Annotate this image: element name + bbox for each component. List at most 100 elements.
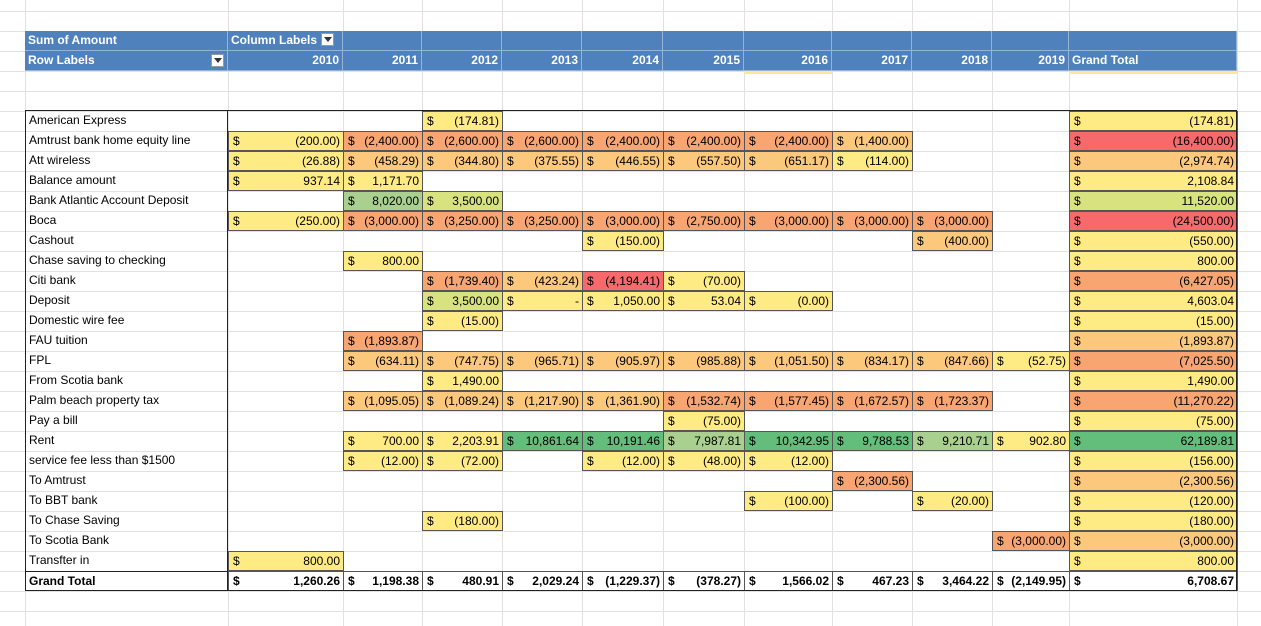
- value-cell[interactable]: [912, 511, 993, 531]
- value-cell[interactable]: $ (2,400.00): [744, 131, 833, 151]
- row-total-cell[interactable]: $ (156.00): [1069, 451, 1238, 471]
- value-cell[interactable]: [744, 191, 833, 211]
- value-cell[interactable]: [228, 391, 344, 411]
- value-cell[interactable]: [228, 491, 344, 511]
- value-cell[interactable]: $ (747.75): [422, 351, 503, 371]
- value-cell[interactable]: $ (834.17): [832, 351, 913, 371]
- value-cell[interactable]: [912, 331, 993, 351]
- value-cell[interactable]: [502, 111, 583, 131]
- value-cell[interactable]: [663, 471, 745, 491]
- value-cell[interactable]: [663, 491, 745, 511]
- value-cell[interactable]: $7,987.81: [663, 431, 745, 451]
- value-cell[interactable]: $ (1,672.57): [832, 391, 913, 411]
- value-cell[interactable]: $ -: [502, 291, 583, 311]
- value-cell[interactable]: $1,050.00: [582, 291, 664, 311]
- row-total-cell[interactable]: $ (2,974.74): [1069, 151, 1238, 171]
- value-cell[interactable]: $ (2,600.00): [422, 131, 503, 151]
- value-cell[interactable]: [912, 171, 993, 191]
- value-cell[interactable]: [744, 231, 833, 251]
- grand-total-value-cell[interactable]: $1,198.38: [343, 571, 423, 591]
- value-cell[interactable]: [582, 171, 664, 191]
- row-label[interactable]: Citi bank: [25, 271, 228, 291]
- row-label[interactable]: Att wireless: [25, 151, 228, 171]
- value-cell[interactable]: [502, 551, 583, 571]
- value-cell[interactable]: [912, 311, 993, 331]
- value-cell[interactable]: [502, 531, 583, 551]
- value-cell[interactable]: $ (15.00): [422, 311, 503, 331]
- value-cell[interactable]: [502, 451, 583, 471]
- grand-total-value-cell[interactable]: $ (378.27): [663, 571, 745, 591]
- grand-total-cell[interactable]: $6,708.67: [1069, 571, 1238, 591]
- value-cell[interactable]: [663, 111, 745, 131]
- value-cell[interactable]: [832, 251, 913, 271]
- value-cell[interactable]: [832, 371, 913, 391]
- row-total-cell[interactable]: $ (11,270.22): [1069, 391, 1238, 411]
- value-cell[interactable]: [502, 411, 583, 431]
- value-cell[interactable]: $ (1,577.45): [744, 391, 833, 411]
- value-cell[interactable]: $10,861.64: [502, 431, 583, 451]
- value-cell[interactable]: [663, 231, 745, 251]
- value-cell[interactable]: [502, 251, 583, 271]
- row-label[interactable]: To Scotia Bank: [25, 531, 228, 551]
- value-cell[interactable]: $ (3,250.00): [502, 211, 583, 231]
- value-cell[interactable]: [663, 191, 745, 211]
- row-labels-header[interactable]: Row Labels: [25, 51, 228, 71]
- value-cell[interactable]: [582, 251, 664, 271]
- value-cell[interactable]: [663, 551, 745, 571]
- value-cell[interactable]: [582, 111, 664, 131]
- value-cell[interactable]: [992, 451, 1070, 471]
- value-cell[interactable]: [744, 551, 833, 571]
- value-cell[interactable]: [228, 231, 344, 251]
- value-cell[interactable]: [582, 511, 664, 531]
- row-total-cell[interactable]: $ (15.00): [1069, 311, 1238, 331]
- value-cell[interactable]: [992, 411, 1070, 431]
- value-cell[interactable]: [343, 291, 423, 311]
- value-cell[interactable]: [502, 231, 583, 251]
- value-cell[interactable]: [663, 251, 745, 271]
- value-cell[interactable]: $ (0.00): [744, 291, 833, 311]
- value-cell[interactable]: [422, 171, 503, 191]
- value-cell[interactable]: $ (20.00): [912, 491, 993, 511]
- value-cell[interactable]: $ (2,400.00): [663, 131, 745, 151]
- row-total-cell[interactable]: $ (1,893.87): [1069, 331, 1238, 351]
- value-cell[interactable]: [912, 291, 993, 311]
- row-label[interactable]: Cashout: [25, 231, 228, 251]
- value-cell[interactable]: $10,342.95: [744, 431, 833, 451]
- value-cell[interactable]: [663, 371, 745, 391]
- value-cell[interactable]: $ (2,600.00): [502, 131, 583, 151]
- value-cell[interactable]: $ (180.00): [422, 511, 503, 531]
- value-cell[interactable]: $800.00: [343, 251, 423, 271]
- value-cell[interactable]: $ (344.80): [422, 151, 503, 171]
- value-cell[interactable]: [502, 371, 583, 391]
- value-cell[interactable]: [422, 411, 503, 431]
- value-cell[interactable]: [992, 171, 1070, 191]
- value-cell[interactable]: [502, 331, 583, 351]
- value-cell[interactable]: [663, 531, 745, 551]
- value-cell[interactable]: $ (375.55): [502, 151, 583, 171]
- row-label[interactable]: Chase saving to checking: [25, 251, 228, 271]
- value-cell[interactable]: [228, 111, 344, 131]
- value-cell[interactable]: [228, 331, 344, 351]
- value-cell[interactable]: [228, 351, 344, 371]
- value-cell[interactable]: $800.00: [228, 551, 344, 571]
- row-label[interactable]: Pay a bill: [25, 411, 228, 431]
- value-cell[interactable]: [228, 431, 344, 451]
- value-cell[interactable]: [582, 331, 664, 351]
- value-cell[interactable]: $ (150.00): [582, 231, 664, 251]
- value-cell[interactable]: [992, 331, 1070, 351]
- value-cell[interactable]: [912, 251, 993, 271]
- row-total-cell[interactable]: $ (550.00): [1069, 231, 1238, 251]
- value-cell[interactable]: $ (75.00): [663, 411, 745, 431]
- value-cell[interactable]: $ (905.97): [582, 351, 664, 371]
- row-total-cell[interactable]: $2,108.84: [1069, 171, 1238, 191]
- value-cell[interactable]: $ (2,750.00): [663, 211, 745, 231]
- value-cell[interactable]: [343, 551, 423, 571]
- value-cell[interactable]: [992, 251, 1070, 271]
- row-total-cell[interactable]: $ (174.81): [1069, 111, 1238, 131]
- row-total-cell[interactable]: $ (120.00): [1069, 491, 1238, 511]
- value-cell[interactable]: [992, 471, 1070, 491]
- value-cell[interactable]: [744, 331, 833, 351]
- value-cell[interactable]: [912, 531, 993, 551]
- value-cell[interactable]: $ (2,400.00): [343, 131, 423, 151]
- value-cell[interactable]: [228, 531, 344, 551]
